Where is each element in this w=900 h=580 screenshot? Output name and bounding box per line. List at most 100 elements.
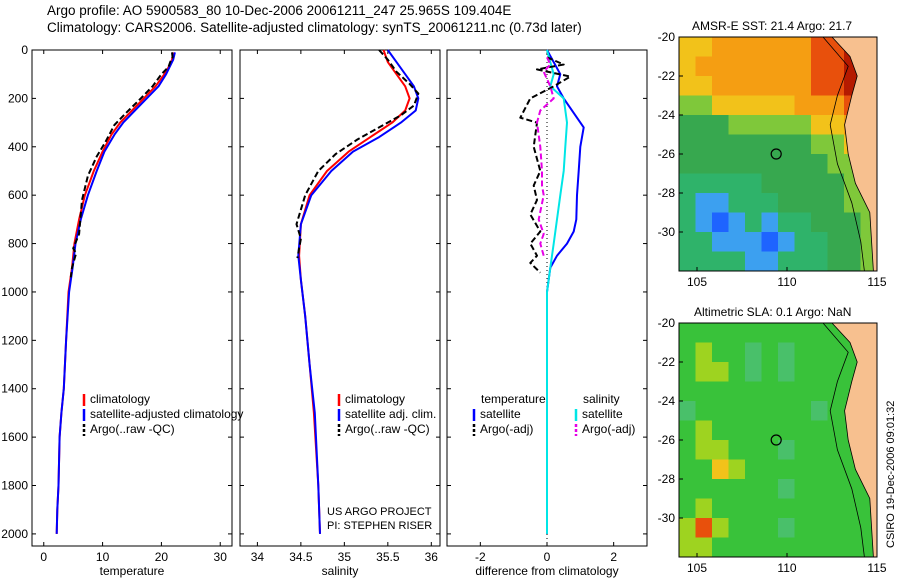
series-line-argo-raw-qc- xyxy=(69,52,174,278)
legend-label: satellite xyxy=(480,407,521,421)
map-y-tick-label: -30 xyxy=(658,225,676,239)
heatmap-cell xyxy=(761,479,779,499)
legend-label: satellite xyxy=(582,407,623,421)
map-y-tick-label: -26 xyxy=(658,433,676,447)
series-line-satellite xyxy=(546,49,568,534)
heatmap-cell xyxy=(679,95,696,116)
heatmap-cell xyxy=(745,37,762,57)
heatmap-cell xyxy=(827,193,845,213)
heatmap-cell xyxy=(745,420,762,441)
heatmap-cell xyxy=(728,193,746,213)
heatmap-cell xyxy=(679,342,696,363)
heatmap-cell xyxy=(679,459,696,480)
heatmap-cell xyxy=(827,498,845,519)
heatmap-cell xyxy=(679,362,696,382)
heatmap-cell xyxy=(745,193,762,213)
heatmap-cell xyxy=(811,95,828,116)
heatmap-cell xyxy=(761,76,779,96)
heatmap-cell xyxy=(745,76,762,96)
legend-label: Argo(-adj) xyxy=(480,422,533,436)
heatmap-cell xyxy=(695,401,713,421)
heatmap-cell xyxy=(844,537,861,558)
heatmap-cell xyxy=(761,518,779,538)
y-tick-label: 600 xyxy=(8,188,28,202)
heatmap-cell xyxy=(679,232,696,252)
heatmap-cell xyxy=(794,498,812,519)
heatmap-cell xyxy=(728,420,746,441)
heatmap-cell xyxy=(712,134,729,155)
heatmap-cell xyxy=(679,76,696,96)
heatmap-cell xyxy=(761,362,779,382)
heatmap-cell xyxy=(811,401,828,421)
heatmap-cell xyxy=(745,251,762,272)
series-line-satellite-adjusted-climatology xyxy=(55,52,176,534)
heatmap-cell xyxy=(712,193,729,213)
x-axis-label: temperature xyxy=(100,564,165,578)
heatmap-cell xyxy=(827,381,845,402)
heatmap-cell xyxy=(695,459,713,480)
heatmap-cell xyxy=(745,381,762,402)
heatmap-cell xyxy=(728,95,746,116)
heatmap-cell xyxy=(712,420,729,441)
heatmap-cell xyxy=(745,342,762,363)
credit-line-2: PI: STEPHEN RISER xyxy=(327,520,433,532)
heatmap-cell xyxy=(761,401,779,421)
heatmap-cell xyxy=(695,381,713,402)
heatmap-cell xyxy=(811,342,828,363)
heatmap-cell xyxy=(745,537,762,558)
heatmap-cell xyxy=(679,115,696,135)
heatmap-cell xyxy=(712,537,729,558)
x-tick-label: 34 xyxy=(251,550,265,564)
heatmap-cell xyxy=(712,95,729,116)
heatmap-cell xyxy=(761,381,779,402)
heatmap-cell xyxy=(728,362,746,382)
heatmap-cell xyxy=(745,518,762,538)
heatmap-cell xyxy=(794,459,812,480)
heatmap-cell xyxy=(778,323,795,343)
heatmap-cell xyxy=(695,362,713,382)
heatmap-cell xyxy=(778,440,795,460)
heatmap-cell xyxy=(761,37,779,57)
heatmap-cell xyxy=(695,342,713,363)
heatmap-cell xyxy=(827,95,845,116)
legend-label: Argo(..raw -QC) xyxy=(90,422,175,436)
heatmap-cell xyxy=(761,56,779,77)
heatmap-cell xyxy=(728,76,746,96)
heatmap-cell xyxy=(827,134,845,155)
heatmap-cell xyxy=(844,251,861,272)
x-axis-label: salinity xyxy=(322,564,359,578)
panel-1-frame xyxy=(239,49,441,547)
credit-line-1: US ARGO PROJECT xyxy=(327,506,432,518)
series-line-climatology xyxy=(298,49,411,534)
series-line-satellite-adj-clim- xyxy=(297,49,420,534)
heatmap-cell xyxy=(728,537,746,558)
heatmap-cell xyxy=(778,37,795,57)
heatmap-cell xyxy=(827,518,845,538)
heatmap-cell xyxy=(778,212,795,233)
map-x-tick-label: 105 xyxy=(687,561,707,575)
heatmap-cell xyxy=(695,212,713,233)
heatmap-cell xyxy=(844,498,861,519)
heatmap-cell xyxy=(811,251,828,272)
series-line-argo-adj- xyxy=(536,56,555,256)
map-y-tick-label: -28 xyxy=(658,186,676,200)
heatmap-cell xyxy=(811,193,828,213)
heatmap-cell xyxy=(712,212,729,233)
heatmap-cell xyxy=(728,212,746,233)
heatmap-cell xyxy=(827,420,845,441)
x-tick-label: 2 xyxy=(610,550,617,564)
heatmap-cell xyxy=(811,537,828,558)
map-x-tick-label: 110 xyxy=(777,561,796,575)
heatmap-cell xyxy=(778,537,795,558)
heatmap-cell xyxy=(761,323,779,343)
heatmap-cell xyxy=(811,518,828,538)
float-position-marker xyxy=(770,434,782,446)
heatmap-cell xyxy=(811,479,828,499)
heatmap-cell xyxy=(761,134,779,155)
x-tick-label: 0 xyxy=(544,550,551,564)
y-tick-label: 1000 xyxy=(1,285,28,299)
heatmap-cell xyxy=(794,342,812,363)
heatmap-cell xyxy=(844,479,861,499)
heatmap-cell xyxy=(695,115,713,135)
heatmap-cell xyxy=(794,232,812,252)
